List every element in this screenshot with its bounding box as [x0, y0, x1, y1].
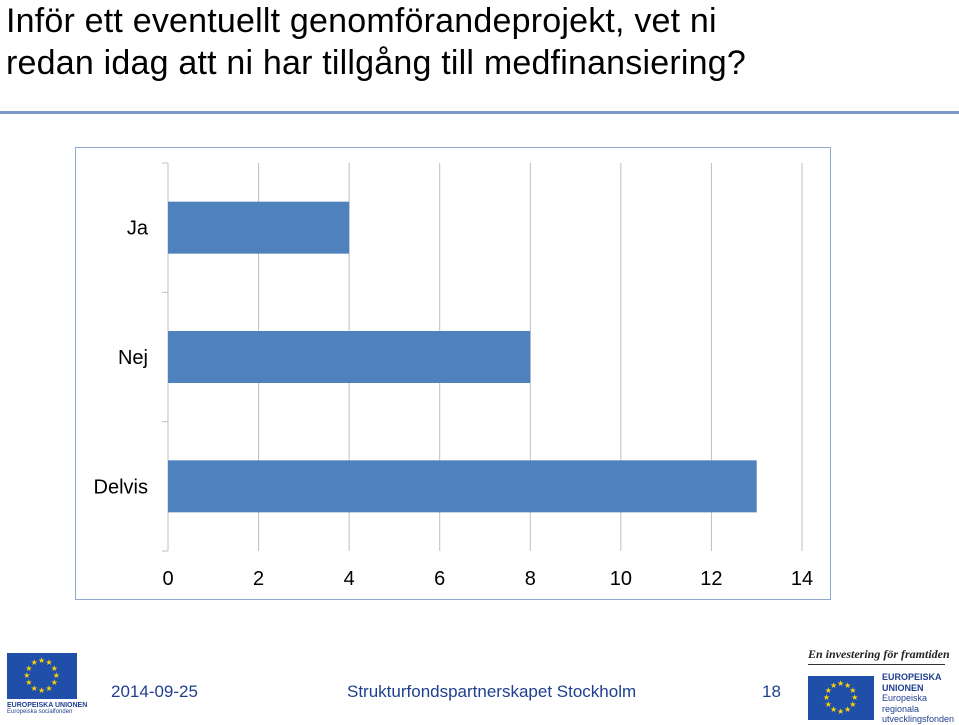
bar-chart: Ja Nej Delvis 0 2 4 6 8 10 12 14 — [94, 162, 813, 590]
eu-star-icon: ★ — [829, 705, 838, 715]
eu-star-icon: ★ — [837, 707, 845, 717]
tagline-underline — [808, 664, 945, 665]
eu-star-icon: ★ — [50, 663, 58, 673]
page-number: 18 — [762, 682, 781, 701]
eu-star-icon: ★ — [38, 656, 46, 666]
x-tick-label-10: 10 — [610, 568, 632, 590]
eu-star-icon: ★ — [829, 680, 838, 690]
eu-star-icon: ★ — [52, 671, 60, 680]
slide-title: Inför ett eventuellt genomförandeprojekt… — [6, 0, 946, 84]
eu-star-icon: ★ — [822, 693, 831, 702]
x-tick-label-2: 2 — [253, 568, 264, 590]
chart-frame: Ja Nej Delvis 0 2 4 6 8 10 12 14 — [75, 147, 831, 600]
x-tick-label-8: 8 — [525, 568, 536, 590]
x-tick-label-4: 4 — [344, 568, 355, 590]
category-label-nej: Nej — [118, 347, 148, 369]
eu-logo-left: ★ ★ ★ ★ ★ ★ ★ ★ ★ ★ ★ ★ EUROPEISKA UNIONEN Europeis… — [7, 653, 88, 723]
eu-logo-right-line3: Europeiska — [882, 693, 928, 703]
eu-star-icon: ★ — [844, 705, 852, 715]
eu-star-icon: ★ — [837, 678, 845, 688]
eu-star-icon: ★ — [45, 658, 53, 668]
eu-star-icon: ★ — [25, 678, 33, 688]
eu-star-icon: ★ — [38, 685, 46, 695]
eu-star-icon: ★ — [849, 700, 857, 710]
eu-logo-right-line4: regionala — [882, 703, 920, 714]
eu-star-icon: ★ — [30, 683, 38, 693]
bar-delvis — [168, 460, 757, 513]
eu-star-icon: ★ — [23, 671, 31, 680]
eu-star-icon: ★ — [50, 678, 58, 688]
category-label-ja: Ja — [127, 218, 149, 240]
eu-star-icon: ★ — [849, 685, 857, 695]
eu-star-icon: ★ — [851, 693, 859, 702]
bar-nej — [168, 331, 531, 383]
footer-organisation: Strukturfondspartnerskapet Stockholm — [347, 682, 637, 701]
eu-star-icon: ★ — [824, 700, 832, 710]
eu-star-icon: ★ — [844, 680, 852, 690]
eu-star-icon: ★ — [45, 683, 53, 693]
eu-logo-right-line1: EUROPEISKA — [882, 672, 942, 682]
x-tick-label-6: 6 — [434, 568, 445, 590]
eu-star-icon: ★ — [824, 685, 832, 695]
eu-flag-icon: ★ ★ ★ ★ ★ ★ ★ ★ ★ ★ ★ ★ — [7, 653, 77, 699]
bar-ja — [168, 201, 350, 254]
title-divider — [0, 111, 959, 114]
x-tick-label-14: 14 — [791, 568, 813, 590]
eu-star-icon: ★ — [25, 663, 33, 673]
eu-logo-right-text: EUROPEISKA UNIONEN Europeiska regionala … — [882, 672, 954, 725]
eu-star-icon: ★ — [30, 658, 38, 668]
eu-logo-left-sublabel: Europeiska socialfonden — [7, 709, 73, 715]
eu-logo-right: ★ ★ ★ ★ ★ ★ ★ ★ ★ ★ ★ ★ EUROPEISKA UNIONEN Europeis… — [808, 672, 958, 724]
eu-logo-right-line2: UNIONEN — [882, 682, 924, 693]
tagline: En investering för framtiden — [808, 647, 950, 661]
eu-logo-right-line5: utvecklingsfonden — [882, 714, 955, 724]
slide-title-line2: redan idag att ni har tillgång till medf… — [6, 44, 746, 82]
category-label-delvis: Delvis — [94, 476, 148, 498]
footer-date: 2014-09-25 — [111, 682, 198, 701]
eu-logo-left-label: EUROPEISKA UNIONEN — [7, 702, 88, 709]
x-tick-label-0: 0 — [162, 568, 173, 590]
eu-flag-icon: ★ ★ ★ ★ ★ ★ ★ ★ ★ ★ ★ ★ — [808, 676, 874, 720]
x-tick-label-12: 12 — [700, 568, 722, 590]
slide-title-line1: Inför ett eventuellt genomförandeprojekt… — [6, 2, 717, 40]
